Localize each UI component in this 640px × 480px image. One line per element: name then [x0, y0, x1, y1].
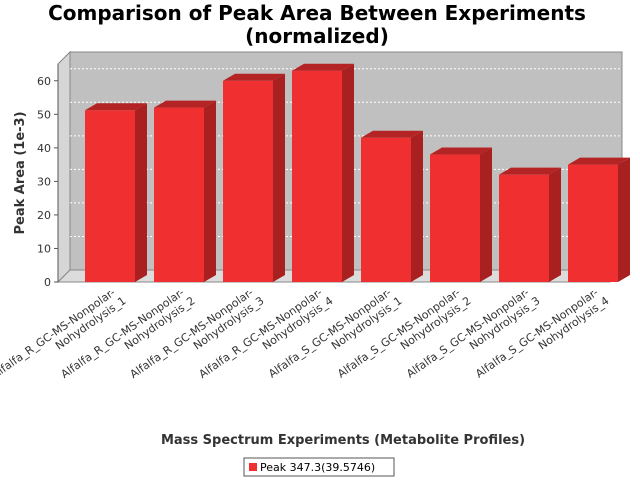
y-tick-label: 10: [37, 242, 51, 255]
legend: Peak 347.3(39.5746): [243, 457, 395, 477]
bar-front: [361, 137, 411, 282]
bar-top: [430, 147, 492, 155]
y-tick-label: 40: [37, 142, 51, 155]
bar: [292, 63, 354, 283]
bar-side: [342, 63, 354, 283]
bar-top: [223, 73, 285, 81]
bar-top: [568, 157, 630, 165]
bar: [154, 100, 216, 282]
bar: [223, 73, 285, 283]
bar-top: [361, 130, 423, 138]
bar-top: [292, 63, 354, 71]
bar-front: [223, 80, 273, 283]
chart-title-line-2: (normalized): [245, 24, 389, 48]
y-tick-label: 20: [37, 209, 51, 222]
y-tick-label: 0: [44, 276, 51, 289]
plot-left-wall: [57, 50, 71, 284]
bar-front: [292, 70, 342, 282]
bar-side: [549, 167, 561, 282]
x-axis-label: Mass Spectrum Experiments (Metabolite Pr…: [161, 433, 525, 448]
bar-side: [480, 147, 492, 282]
bar-front: [568, 164, 618, 282]
legend-label: Peak 347.3(39.5746): [260, 461, 375, 474]
y-tick-label: 30: [37, 175, 51, 188]
bar: [499, 167, 561, 282]
legend-box: [243, 457, 395, 477]
y-tick-label: 60: [37, 75, 51, 88]
bar: [361, 130, 423, 282]
bar: [85, 103, 147, 282]
bar-front: [154, 107, 204, 282]
y-axis-label: Peak Area (1e-3): [13, 111, 28, 234]
plot-area: 0102030405060Alfalfa_R_GC-MS-Nonpolar-No…: [0, 50, 630, 381]
y-tick-label: 50: [37, 108, 51, 121]
bar-top: [154, 100, 216, 108]
bar-front: [85, 110, 135, 282]
bar-side: [204, 100, 216, 282]
bar: [430, 147, 492, 282]
bar-side: [411, 130, 423, 282]
bar-side: [273, 73, 285, 283]
bar-top: [499, 167, 561, 175]
bar-top: [85, 103, 147, 111]
x-tick-label-line: Alfalfa_R_GC-MS-Nonpolar-: [0, 286, 118, 381]
bar: [568, 157, 630, 282]
bar-side: [135, 103, 147, 282]
legend-swatch: [249, 463, 257, 471]
chart-title-line-1: Comparison of Peak Area Between Experime…: [48, 1, 586, 25]
bar-front: [430, 154, 480, 282]
bar-front: [499, 174, 549, 282]
bar-side: [618, 157, 630, 282]
